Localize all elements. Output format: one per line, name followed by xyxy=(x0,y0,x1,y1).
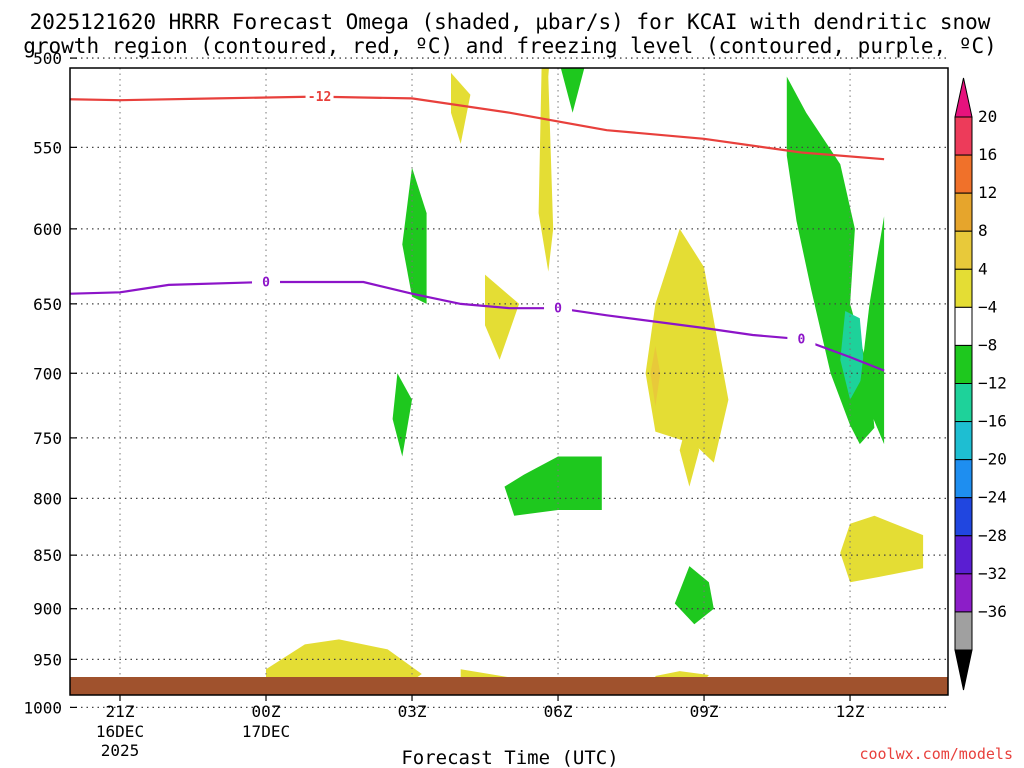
colorbar-label: −28 xyxy=(978,526,1007,545)
x-tick-label: 21Z xyxy=(106,702,135,721)
rising-motion-area xyxy=(560,68,585,113)
colorbar-label: 8 xyxy=(978,221,988,240)
rising-motion-area xyxy=(402,167,427,304)
omega-shading-layer xyxy=(266,68,924,695)
rising-motion-area xyxy=(840,311,865,400)
y-tick-label: 950 xyxy=(33,650,62,669)
y-tick-label: 700 xyxy=(33,364,62,383)
x-tick-label: 06Z xyxy=(544,702,573,721)
x-tick-label: 12Z xyxy=(836,702,865,721)
colorbar-swatch xyxy=(954,116,973,156)
sinking-motion-area xyxy=(840,515,924,583)
x-tick-year: 2025 xyxy=(101,741,140,760)
colorbar-swatch xyxy=(954,459,973,499)
colorbar-swatch xyxy=(954,573,973,613)
colorbar-label: −24 xyxy=(978,488,1007,507)
colorbar-label: −8 xyxy=(978,335,997,354)
y-tick-label: 800 xyxy=(33,489,62,508)
colorbar-swatch xyxy=(954,154,973,194)
contour-label-bg xyxy=(787,331,816,348)
colorbar-label: 16 xyxy=(978,145,997,164)
contour-label: 0 xyxy=(262,275,270,290)
colorbar-bottom-arrow xyxy=(954,649,973,691)
colorbar-label: −32 xyxy=(978,564,1007,583)
y-tick-label: 600 xyxy=(33,220,62,239)
x-tick-label: 00Z xyxy=(252,702,281,721)
contour-freezing_level xyxy=(70,280,885,372)
sinking-motion-area xyxy=(645,228,729,463)
x-tick-label: 03Z xyxy=(398,702,427,721)
gridlines xyxy=(70,57,948,709)
x-tick-label: 09Z xyxy=(690,702,719,721)
contour-label-bg xyxy=(544,300,573,317)
colorbar-label: 4 xyxy=(978,259,988,278)
colorbar-label: −12 xyxy=(978,374,1007,393)
colorbar-swatch xyxy=(954,344,973,384)
terrain-ground xyxy=(70,677,948,695)
contour-label: 0 xyxy=(554,302,562,317)
sinking-motion-area xyxy=(451,72,471,144)
colorbar-label: −16 xyxy=(978,412,1007,431)
y-tick-label: 550 xyxy=(33,138,62,157)
plot-frame xyxy=(69,67,949,696)
colorbar-label: 12 xyxy=(978,183,997,202)
contour-label-bg xyxy=(252,273,281,290)
y-tick-label: 500 xyxy=(33,49,62,68)
y-tick-label: 750 xyxy=(33,429,62,448)
y-tick-label: 650 xyxy=(33,295,62,314)
colorbar-swatch xyxy=(954,421,973,461)
omega-colorbar: 20 16 12 8 4 −4 −8 −12 −16 −20 −24 −28 −32 −36 xyxy=(954,77,1007,691)
credit-watermark: coolwx.com/models xyxy=(859,745,1013,763)
chart-title-line-2: growth region (contoured, red, ºC) and f… xyxy=(23,34,997,58)
colorbar-label: −20 xyxy=(978,450,1007,469)
colorbar-swatch xyxy=(954,306,973,346)
rising-motion-area xyxy=(392,373,412,457)
colorbar-swatch xyxy=(954,611,973,651)
colorbar-label: −36 xyxy=(978,602,1007,621)
colorbar-swatch xyxy=(954,383,973,423)
rising-motion-area xyxy=(504,456,602,516)
colorbar-label: −4 xyxy=(978,297,997,316)
sinking-motion-area xyxy=(650,346,661,407)
contour-dgz_minus12 xyxy=(70,95,885,161)
y-axis: 2503003504004505005506006507007508008509… xyxy=(23,49,77,717)
y-tick-label: 1000 xyxy=(23,698,62,717)
colorbar-swatch xyxy=(954,192,973,232)
colorbar-swatch xyxy=(954,268,973,308)
rising-motion-area xyxy=(674,566,714,625)
contour-label: 0 xyxy=(797,333,805,348)
colorbar-swatch xyxy=(954,230,973,270)
x-tick-date: 16DEC xyxy=(96,722,144,741)
sinking-motion-area xyxy=(679,412,700,487)
x-tick-date: 17DEC xyxy=(242,722,290,741)
rising-motion-area xyxy=(859,216,885,445)
y-tick-label: 850 xyxy=(33,546,62,565)
chart-title-line-1: 2025121620 HRRR Forecast Omega (shaded, … xyxy=(30,10,991,34)
colorbar-swatch xyxy=(954,535,973,575)
sinking-motion-area xyxy=(485,274,520,360)
contour-label: -12 xyxy=(308,90,331,105)
x-axis-label: Forecast Time (UTC) xyxy=(401,747,618,768)
colorbar-top-arrow xyxy=(954,77,973,118)
contour-label-bg xyxy=(305,88,334,105)
y-tick-label: 900 xyxy=(33,600,62,619)
colorbar-swatch xyxy=(954,497,973,537)
colorbar-label: 20 xyxy=(978,107,997,126)
